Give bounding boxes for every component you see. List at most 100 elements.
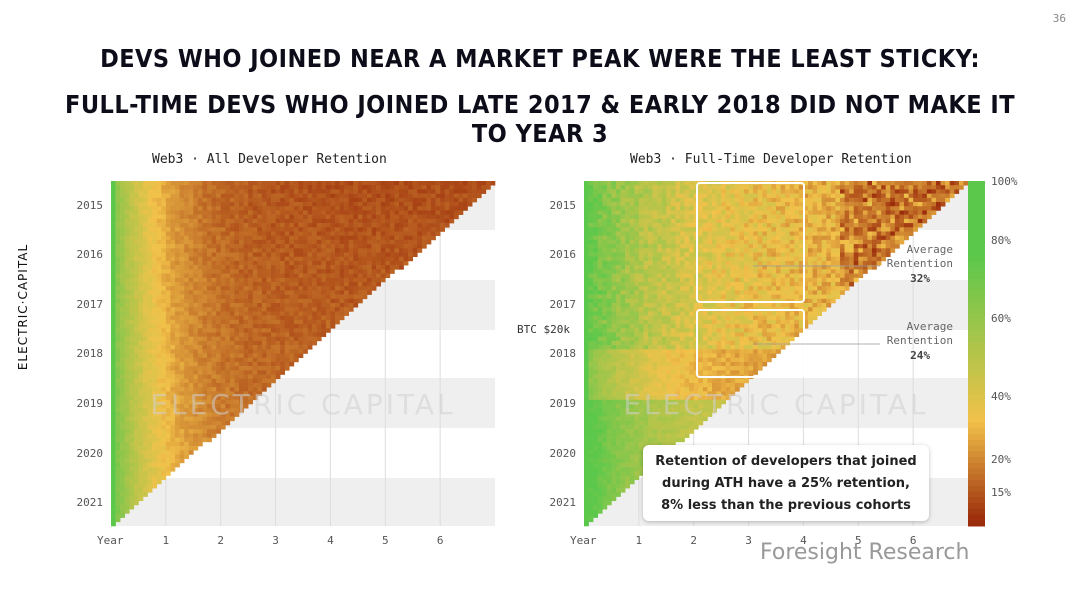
- heatmap-cell: [152, 479, 158, 485]
- heatmap-cell: [161, 239, 167, 245]
- heatmap-cell: [702, 248, 708, 253]
- heatmap-cell: [698, 260, 704, 266]
- heatmap-cell: [207, 319, 212, 325]
- heatmap-cell: [261, 298, 267, 304]
- heatmap-cell: [170, 311, 176, 316]
- heatmap-cell: [344, 239, 350, 245]
- heatmap-cell: [734, 206, 740, 211]
- heatmap-cell: [734, 197, 740, 203]
- heatmap-cell: [261, 382, 267, 388]
- heatmap-cell: [129, 214, 135, 220]
- heatmap-cell: [321, 210, 327, 215]
- heatmap-cell: [890, 223, 896, 228]
- heatmap-cell: [229, 235, 235, 241]
- heatmap-cell: [261, 328, 267, 333]
- heatmap-cell: [120, 361, 126, 367]
- heatmap-cell: [616, 197, 621, 203]
- heatmap-cell: [193, 197, 199, 203]
- heatmap-cell: [129, 488, 135, 493]
- heatmap-cell: [367, 185, 372, 190]
- heatmap-cell: [115, 273, 121, 279]
- heatmap-cell: [335, 248, 340, 253]
- heatmap-cell: [293, 265, 299, 270]
- heatmap-cell: [808, 256, 813, 262]
- heatmap-cell: [293, 231, 299, 236]
- heatmap-cell: [229, 244, 235, 249]
- heatmap-cell: [830, 252, 836, 258]
- heatmap-cell: [408, 193, 414, 199]
- heatmap-cell: [362, 252, 368, 258]
- heatmap-cell: [280, 206, 286, 211]
- heatmap-cell: [894, 197, 900, 203]
- heatmap-cell: [234, 311, 240, 316]
- heatmap-cell: [588, 197, 594, 203]
- heatmap-cell: [111, 509, 116, 514]
- heatmap-cell: [188, 324, 194, 329]
- heatmap-cell: [138, 265, 144, 270]
- heatmap-cell: [115, 189, 121, 194]
- heatmap-cell: [862, 227, 868, 232]
- heatmap-cell: [748, 256, 754, 262]
- heatmap-cell: [133, 450, 139, 455]
- heatmap-cell: [817, 210, 823, 215]
- heatmap-cell: [147, 361, 153, 367]
- heatmap-cell: [115, 391, 121, 396]
- heatmap-cell: [904, 235, 909, 241]
- heatmap-cell: [739, 210, 745, 215]
- heatmap-cell: [780, 256, 786, 262]
- heatmap-cell: [220, 420, 226, 426]
- heatmap-cell: [138, 446, 144, 451]
- heatmap-cell: [115, 366, 121, 371]
- heatmap-cell: [120, 260, 126, 266]
- heatmap-cell: [275, 231, 281, 236]
- heatmap-cell: [179, 450, 185, 455]
- heatmap-cell: [202, 235, 208, 241]
- heatmap-cell: [776, 260, 781, 266]
- heatmap-cell: [120, 332, 126, 337]
- heatmap-cell: [202, 315, 208, 321]
- heatmap-cell: [216, 269, 222, 274]
- heatmap-cell: [124, 353, 130, 359]
- heatmap-cell: [385, 210, 391, 215]
- heatmap-cell: [165, 395, 171, 401]
- heatmap-cell: [716, 210, 722, 215]
- heatmap-cell: [335, 206, 340, 211]
- heatmap-cell: [881, 218, 887, 224]
- heatmap-cell: [298, 231, 304, 236]
- heatmap-cell: [234, 235, 240, 241]
- heatmap-cell: [165, 307, 171, 312]
- heatmap-cell: [321, 290, 327, 295]
- heatmap-cell: [917, 202, 923, 207]
- heatmap-cell: [284, 277, 290, 283]
- heatmap-cell: [243, 391, 249, 396]
- heatmap-cell: [794, 239, 800, 245]
- heatmap-cell: [147, 273, 153, 279]
- heatmap-cell: [266, 378, 272, 384]
- heatmap-cell: [330, 315, 336, 321]
- heatmap-cell: [757, 185, 763, 190]
- heatmap-cell: [867, 244, 873, 249]
- heatmap-cell: [876, 181, 882, 186]
- heatmap-cell: [858, 193, 864, 199]
- heatmap-cell: [394, 256, 400, 262]
- heatmap-cell: [120, 441, 126, 447]
- heatmap-cell: [115, 345, 121, 350]
- heatmap-cell: [152, 303, 158, 308]
- heatmap-cell: [115, 471, 121, 476]
- heatmap-cell: [111, 408, 116, 413]
- heatmap-cell: [661, 197, 667, 203]
- heatmap-cell: [170, 349, 176, 354]
- heatmap-cell: [261, 265, 267, 270]
- heatmap-cell: [138, 189, 144, 194]
- heatmap-cell: [913, 197, 919, 203]
- heatmap-cell: [229, 336, 235, 342]
- heatmap-cell: [188, 382, 194, 388]
- heatmap-cell: [252, 319, 258, 325]
- heatmap-cell: [120, 382, 126, 388]
- heatmap-cell: [170, 256, 176, 262]
- heatmap-cell: [289, 193, 295, 199]
- heatmap-cell: [193, 252, 199, 258]
- heatmap-cell: [216, 395, 222, 401]
- heatmap-cell: [867, 231, 873, 236]
- heatmap-cell: [408, 248, 414, 253]
